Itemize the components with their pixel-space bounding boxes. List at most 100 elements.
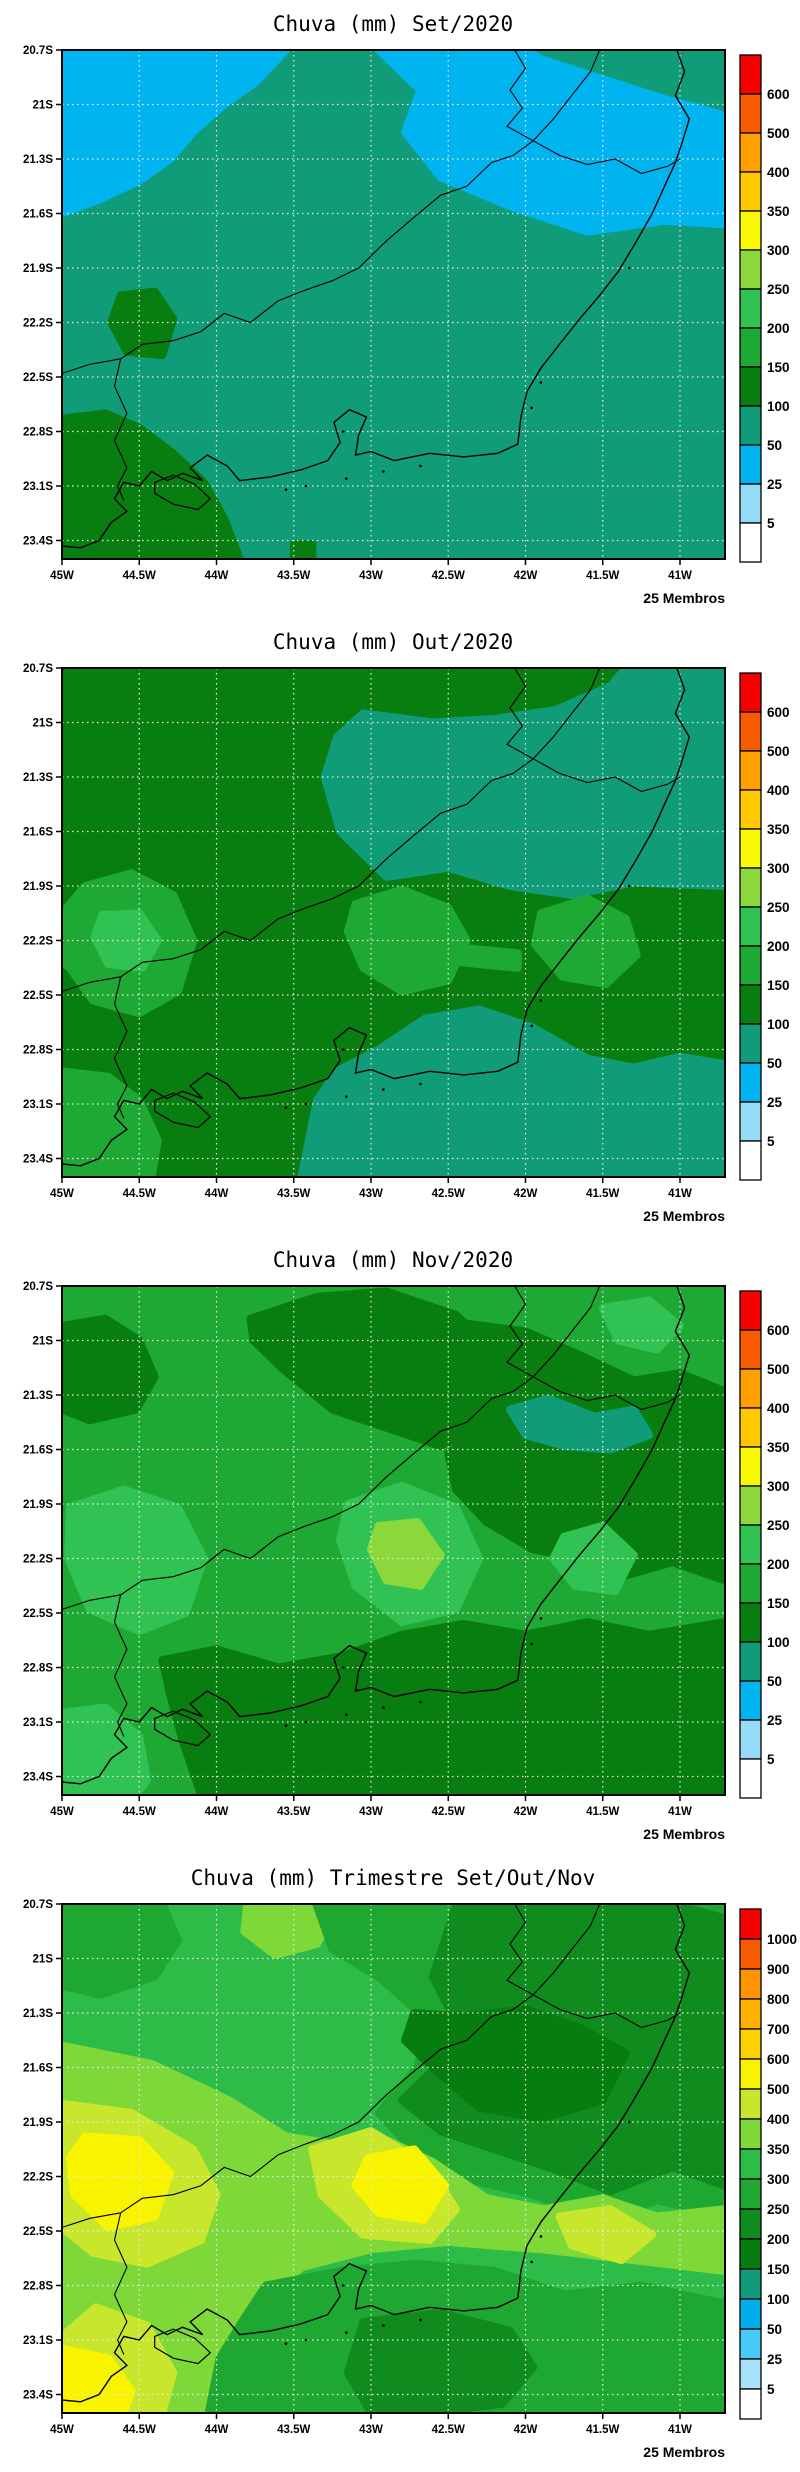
coastline <box>62 50 691 549</box>
colorbar-segment <box>739 1641 762 1682</box>
contour-region <box>62 1904 182 1999</box>
y-tick-label: 23.4S <box>23 536 53 548</box>
colorbar-label: 350 <box>767 204 790 219</box>
colorbar-segment <box>739 1680 762 1721</box>
colorbar-label: 400 <box>767 1401 790 1416</box>
colorbar-label: 500 <box>767 744 790 759</box>
colorbar-segment <box>739 1446 762 1487</box>
colorbar-label: 50 <box>767 1674 782 1689</box>
colorbar-segment <box>739 2268 762 2300</box>
colorbar-segment <box>739 2358 762 2390</box>
contour-region <box>62 1314 159 1425</box>
colorbar-segment <box>739 1062 762 1103</box>
colorbar-segment <box>739 522 762 563</box>
map-frame <box>61 1285 726 1796</box>
map-panel-2: Chuva (mm) Out/2020 20.7S 21S 21.3S 21.6S 21.… <box>23 630 790 1224</box>
colorbar-label: 100 <box>767 2292 790 2307</box>
colorbar-label: 25 <box>767 477 783 492</box>
contour-region <box>158 1618 725 1795</box>
x-tick-label: 44W <box>205 2424 229 2436</box>
x-tick-label: 43W <box>359 1188 383 1200</box>
y-tick-label: 21.6S <box>23 1445 53 1457</box>
map-frame <box>61 1903 726 2414</box>
contour-region <box>65 2132 175 2232</box>
colorbar-segment <box>739 2088 762 2120</box>
y-tick-label: 21S <box>33 1954 54 1966</box>
y-tick-label: 22.5S <box>23 2226 53 2238</box>
y-tick-label: 21.3S <box>23 772 53 784</box>
panel-title: Chuva (mm) Set/2020 <box>273 12 513 36</box>
colorbar-segment <box>739 2328 762 2360</box>
contour-region <box>64 1485 209 1636</box>
contour-region <box>320 668 725 900</box>
y-tick-label: 21.6S <box>23 827 53 839</box>
y-tick-label: 21.9S <box>23 1499 53 1511</box>
colorbar-segment <box>739 1368 762 1409</box>
colorbar-label: 700 <box>767 2022 790 2037</box>
island-outline <box>154 474 212 511</box>
colorbar-label: 500 <box>767 1362 790 1377</box>
y-tick-label: 21.9S <box>23 2117 53 2129</box>
x-tick-label: 41W <box>668 570 692 582</box>
colorbar-label: 150 <box>767 1596 790 1611</box>
map-frame <box>61 667 726 1178</box>
colorbar-label: 250 <box>767 2202 790 2217</box>
x-tick-label: 42W <box>514 2424 538 2436</box>
y-tick-label: 21.6S <box>23 2063 53 2075</box>
contour-region <box>343 2308 538 2413</box>
map-area <box>62 1286 725 1795</box>
y-tick-label: 22.8S <box>23 1663 53 1675</box>
colorbar-label: 600 <box>767 2052 790 2067</box>
colorbar-segment <box>739 789 762 830</box>
colorbar-label: 300 <box>767 1479 790 1494</box>
colorbar-label: 1000 <box>767 1932 797 1947</box>
colorbar-label: 5 <box>767 1134 775 1149</box>
state-border <box>113 358 128 501</box>
y-tick-label: 22.8S <box>23 1045 53 1057</box>
colorbar-segment <box>739 1938 762 1970</box>
island-dot <box>284 488 288 491</box>
y-tick-label: 21S <box>33 718 54 730</box>
colorbar-segment <box>739 1485 762 1526</box>
contour-region <box>598 1296 684 1354</box>
colorbar-segment <box>739 1290 762 1331</box>
y-tick-label: 23.1S <box>23 481 53 493</box>
colorbar-segment <box>739 1908 762 1940</box>
colorbar-label: 400 <box>767 783 790 798</box>
colorbar-segment <box>739 288 762 329</box>
x-tick-label: 44W <box>205 1188 229 1200</box>
x-tick-label: 45W <box>50 1806 74 1818</box>
map-area <box>62 668 725 1177</box>
y-tick-label: 21.3S <box>23 1390 53 1402</box>
y-tick-label: 22.2S <box>23 1554 53 1566</box>
island-dot <box>539 999 543 1002</box>
y-tick-label: 22.2S <box>23 936 53 948</box>
x-tick-label: 43W <box>359 2424 383 2436</box>
colorbar-label: 25 <box>767 1095 783 1110</box>
y-tick-label: 22.5S <box>23 990 53 1002</box>
members-label: 25 Membros <box>643 2444 725 2460</box>
x-tick-label: 44W <box>205 1806 229 1818</box>
state-border <box>506 668 534 760</box>
y-tick-label: 22.5S <box>23 1608 53 1620</box>
map-panel-1: Chuva (mm) Set/2020 20.7S 21S 21.3S 21.6S 21.… <box>23 12 790 606</box>
island-dot <box>419 464 422 468</box>
y-tick-label: 23.1S <box>23 1717 53 1729</box>
island-dot <box>530 1642 533 1646</box>
island-dot <box>341 1666 345 1669</box>
colorbar-label: 25 <box>767 2352 783 2367</box>
colorbar-segment <box>739 711 762 752</box>
y-tick-label: 23.4S <box>23 1154 53 1166</box>
contour-region <box>555 2205 657 2265</box>
x-tick-label: 41.5W <box>586 1188 619 1200</box>
state-border <box>62 1904 601 2228</box>
island-dot <box>382 1706 385 1709</box>
island-dot <box>419 1700 422 1704</box>
colorbar-segment <box>739 906 762 947</box>
contour-region <box>530 894 641 989</box>
y-tick-label: 22.8S <box>23 2281 53 2293</box>
island-dot <box>344 2331 348 2335</box>
colorbar-label: 250 <box>767 900 790 915</box>
state-border <box>62 50 601 374</box>
colorbar-segment <box>739 828 762 869</box>
